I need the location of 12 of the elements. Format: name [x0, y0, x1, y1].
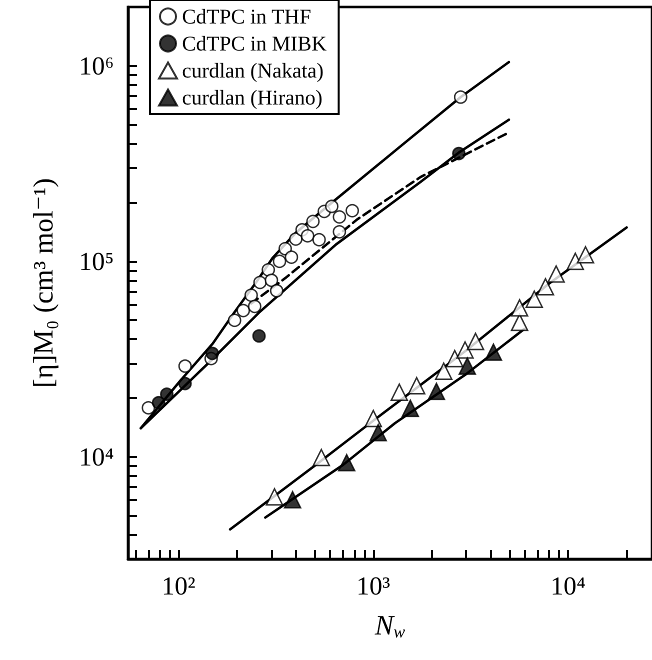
legend-label: CdTPC in THF: [182, 4, 312, 28]
x-axis-title: Nw: [374, 610, 406, 642]
y-tick-label: 10⁵: [78, 246, 114, 276]
x-tick-label: 10²: [162, 572, 196, 600]
y-tick-label: 10⁶: [78, 51, 114, 80]
legend-label: curdlan (Hirano): [182, 86, 323, 110]
x-tick-label: 10⁴: [550, 572, 586, 600]
x-tick-label: 10³: [356, 572, 390, 600]
y-axis-title: [η]M₀ (cm³ mol⁻¹): [28, 178, 60, 388]
y-tick-label: 10⁴: [78, 442, 114, 472]
legend-label: curdlan (Nakata): [182, 58, 324, 82]
legend-label: CdTPC in MIBK: [182, 32, 327, 56]
